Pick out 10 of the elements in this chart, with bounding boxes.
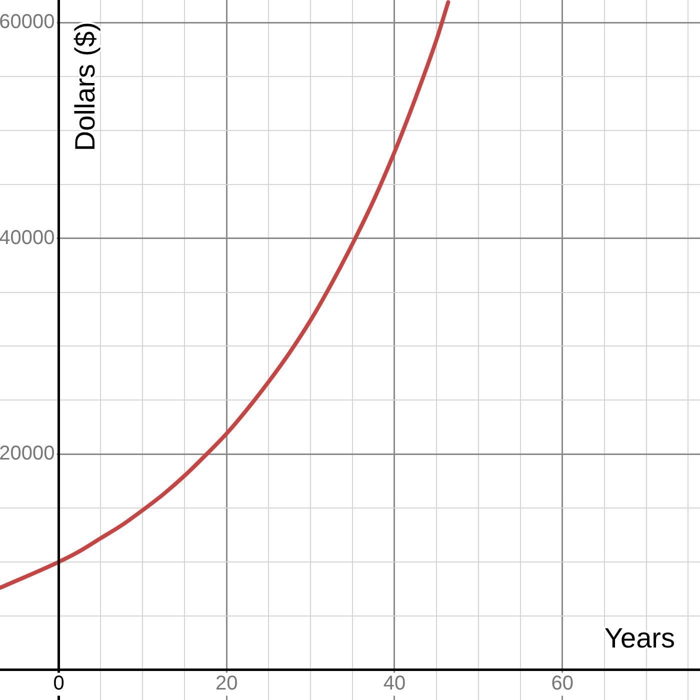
x-tick-label: 60 (551, 672, 574, 694)
x-tick-label: 0 (53, 672, 64, 694)
y-tick-label: 20000 (0, 442, 55, 465)
y-axis-title: Dollars ($) (69, 22, 100, 152)
x-tick-label: 40 (383, 672, 406, 694)
x-axis-title: Years (604, 622, 675, 654)
x-tick-label: 20 (215, 672, 238, 694)
y-tick-label: 60000 (0, 11, 55, 34)
line-series (0, 0, 450, 590)
y-tick-label: 40000 (0, 226, 55, 249)
